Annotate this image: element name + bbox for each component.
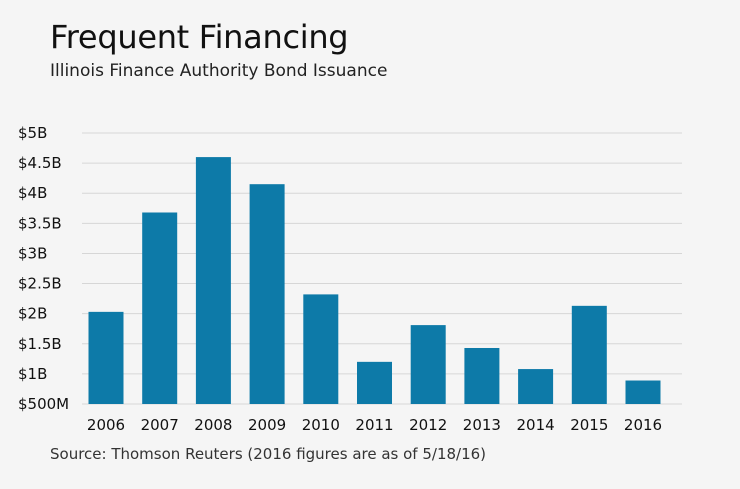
- x-tick-label: 2010: [302, 416, 340, 434]
- bar-2010: [303, 294, 339, 404]
- x-tick-label: 2007: [141, 416, 179, 434]
- x-tick-label: 2006: [87, 416, 125, 434]
- x-tick-label: 2012: [409, 416, 447, 434]
- x-tick-label: 2009: [248, 416, 286, 434]
- y-tick-label: $4.5B: [18, 154, 62, 172]
- x-tick-label: 2013: [463, 416, 501, 434]
- x-tick-label: 2016: [624, 416, 662, 434]
- chart-title: Frequent Financing: [50, 18, 349, 56]
- x-tick-label: 2008: [194, 416, 232, 434]
- y-tick-label: $2B: [18, 305, 47, 323]
- y-tick-label: $2.5B: [18, 275, 62, 293]
- y-tick-label: $500M: [18, 395, 69, 413]
- bar-2006: [88, 311, 124, 404]
- x-tick-label: 2014: [517, 416, 555, 434]
- y-tick-label: $1.5B: [18, 335, 62, 353]
- y-tick-label: $3B: [18, 244, 47, 262]
- bar-2009: [249, 184, 285, 404]
- bar-2008: [195, 157, 231, 404]
- y-tick-label: $5B: [18, 124, 47, 142]
- source-note: Source: Thomson Reuters (2016 figures ar…: [50, 445, 487, 463]
- y-tick-label: $1B: [18, 365, 47, 383]
- x-tick-label: 2011: [355, 416, 393, 434]
- x-tick-label: 2015: [570, 416, 608, 434]
- bar-2011: [357, 361, 392, 404]
- bar-2016: [625, 380, 661, 404]
- bar-2013: [464, 347, 500, 404]
- bar-2015: [571, 305, 607, 404]
- bar-2012: [410, 325, 446, 404]
- chart-subtitle: Illinois Finance Authority Bond Issuance: [50, 61, 388, 81]
- bar-2007: [142, 212, 178, 404]
- bar-2014: [518, 369, 554, 404]
- y-tick-label: $4B: [18, 184, 47, 202]
- y-tick-label: $3.5B: [18, 214, 62, 232]
